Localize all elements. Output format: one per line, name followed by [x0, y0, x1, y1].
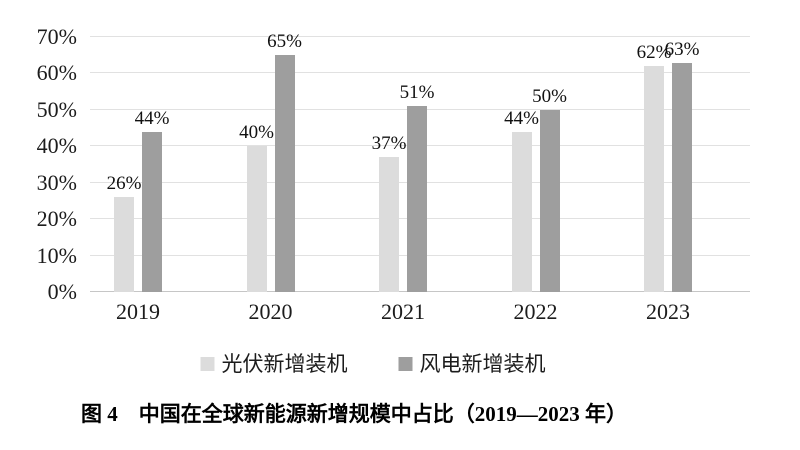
- bar-label-2023-wind: 63%: [664, 38, 700, 60]
- solar-series-label: 光伏新增装机: [221, 352, 348, 376]
- y-tick-50%: 50%: [36, 96, 77, 122]
- figure-caption: 图 4 中国在全球新能源新增规模中占比（2019—2023 年）: [81, 402, 627, 426]
- y-tick-10%: 10%: [36, 242, 77, 268]
- x-tick-2022: 2022: [513, 299, 558, 324]
- bar-label-2022-solar: 44%: [504, 107, 539, 129]
- x-tick-2019: 2019: [116, 299, 160, 324]
- legend: 光伏新增装机 风电新增装机: [200, 351, 546, 377]
- bar-2019-wind: [142, 131, 162, 292]
- wind-series-label: 风电新增装机: [419, 352, 546, 376]
- legend-item-solar: 光伏新增装机: [200, 351, 348, 377]
- bar-label-2021-wind: 51%: [399, 82, 435, 104]
- plot-area: 26% 44% 40% 65% 37% 51% 44% 50% 62% 63%: [90, 32, 750, 292]
- bar-label-2022-wind: 50%: [532, 85, 567, 107]
- bar-label-2021-solar: 37%: [371, 133, 407, 155]
- y-tick-40%: 40%: [36, 133, 77, 159]
- y-tick-0%: 0%: [47, 279, 77, 304]
- x-tick-2020: 2020: [248, 299, 293, 324]
- bar-label-2019-solar: 26%: [106, 173, 142, 195]
- bar-2019-solar: [114, 197, 134, 292]
- bar-2021-wind: [407, 106, 427, 292]
- bar-2023-wind: [672, 62, 692, 292]
- y-tick-60%: 60%: [36, 60, 77, 86]
- y-tick-70%: 70%: [36, 24, 77, 49]
- y-axis-labels: 0% 10% 20% 30% 40% 50% 60% 70%: [0, 0, 77, 320]
- y-tick-30%: 30%: [36, 169, 77, 195]
- bar-label-2019-wind: 44%: [134, 107, 170, 129]
- bar-2022-solar: [511, 131, 532, 292]
- y-tick-20%: 20%: [36, 206, 77, 232]
- bar-2021-solar: [379, 157, 399, 292]
- gridline-70: [90, 36, 750, 37]
- bar-2020-solar: [246, 146, 267, 292]
- wind-series-swatch-icon: [398, 357, 413, 371]
- bar-2023-solar: [644, 66, 664, 292]
- gridline-60: [90, 72, 750, 74]
- bar-label-2020-solar: 40%: [239, 122, 274, 144]
- bar-2020-wind: [274, 55, 295, 292]
- x-tick-2023: 2023: [646, 299, 690, 324]
- x-tick-2021: 2021: [381, 299, 425, 324]
- x-axis-labels: 2019 2020 2021 2022 2023: [90, 299, 750, 327]
- solar-series-swatch-icon: [200, 357, 215, 371]
- bar-2022-wind: [539, 109, 560, 292]
- bar-label-2023-solar: 62%: [636, 42, 672, 64]
- bar-label-2020-wind: 65%: [267, 31, 302, 53]
- legend-item-wind: 风电新增装机: [398, 351, 546, 377]
